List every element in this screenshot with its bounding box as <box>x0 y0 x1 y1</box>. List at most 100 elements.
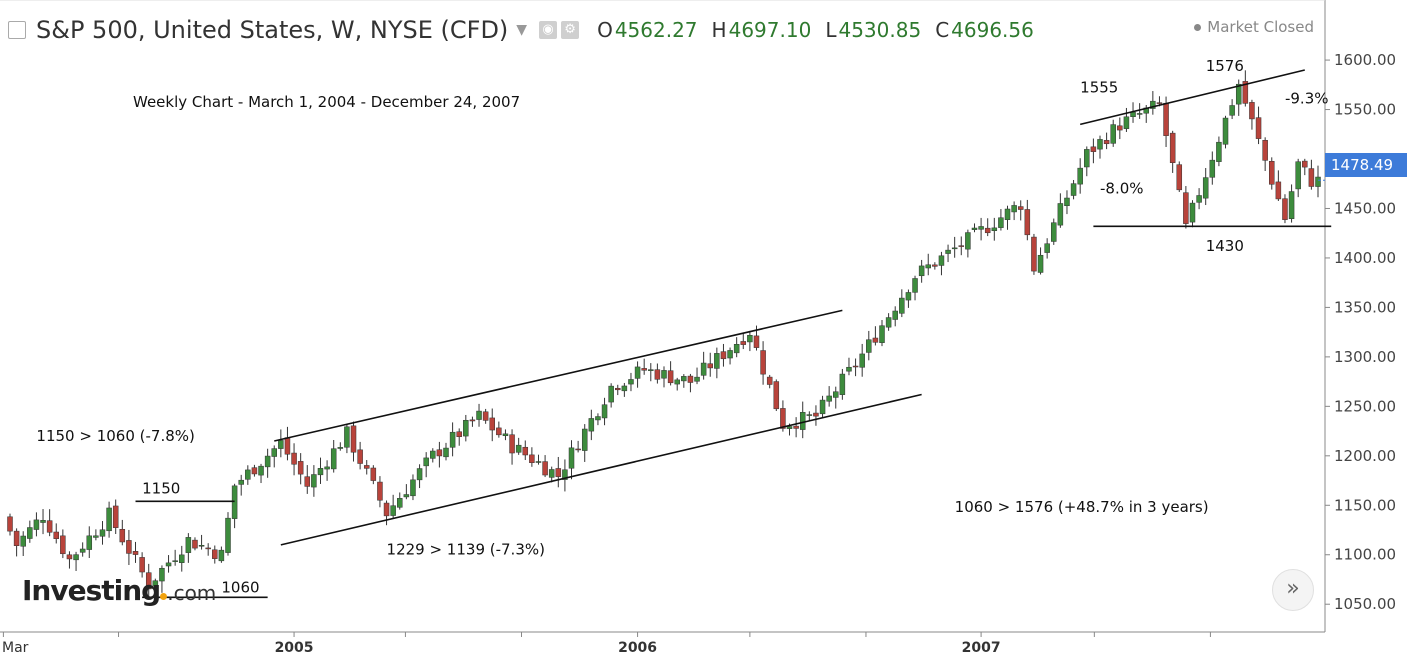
candle-body <box>773 381 780 410</box>
candle-body <box>852 365 859 368</box>
candle-body <box>258 465 264 476</box>
chevron-down-icon[interactable]: ▼ <box>516 22 528 38</box>
candle-body <box>139 557 145 573</box>
candle-body <box>978 226 984 230</box>
candle-body <box>899 297 905 314</box>
candle-body <box>813 412 819 417</box>
candle-body <box>588 418 595 432</box>
candle-body <box>337 447 344 449</box>
scroll-to-latest-button[interactable]: » <box>1272 569 1314 611</box>
candle-body <box>859 353 865 368</box>
candle-body <box>410 479 416 497</box>
candle-body <box>179 554 185 563</box>
candle-body <box>1031 236 1037 272</box>
y-tick-label: 1050.00 <box>1334 595 1396 613</box>
candle-body <box>278 440 284 449</box>
candle-body <box>555 468 562 477</box>
candle-body <box>489 417 495 431</box>
candle-body <box>297 461 304 475</box>
visibility-icon[interactable]: ◉ <box>539 21 558 39</box>
candle-body <box>833 391 839 398</box>
candle-body <box>720 351 727 360</box>
candle-body <box>1136 113 1143 115</box>
candle-body <box>674 379 680 385</box>
candle-body <box>819 399 826 415</box>
candle-body <box>628 379 634 385</box>
candle-body <box>271 448 277 457</box>
candle-body <box>1057 203 1064 226</box>
candle-body <box>1282 198 1288 220</box>
ohlc-high: H 4697.10 <box>711 18 812 42</box>
candle-body <box>397 498 403 508</box>
annotation-label: 1229 > 1139 (-7.3%) <box>387 541 545 559</box>
candle-body <box>317 468 324 476</box>
candle-body <box>1156 102 1163 104</box>
candle-body <box>661 370 667 379</box>
candle-body <box>905 292 912 301</box>
candle-body <box>733 344 740 354</box>
candle-body <box>73 554 79 561</box>
candle-body <box>264 455 271 468</box>
candle-body <box>1090 146 1097 152</box>
candle-body <box>879 325 885 343</box>
candle-body <box>27 527 33 539</box>
trendline <box>1079 69 1305 126</box>
candle-body <box>581 428 588 451</box>
candle-body <box>132 551 139 555</box>
candle-body <box>1275 181 1282 200</box>
candle-body <box>363 465 370 469</box>
y-tick-label: 1100.00 <box>1334 546 1396 564</box>
candle-body <box>793 425 799 429</box>
candle-body <box>826 395 832 402</box>
last-price-tag: 1478.49 <box>1325 153 1407 177</box>
candle-body <box>284 437 291 455</box>
candle-body <box>938 255 945 266</box>
annotation-label: 1430 <box>1206 237 1244 255</box>
candle-body <box>344 426 350 448</box>
candle-body <box>522 446 529 456</box>
candle-body <box>753 335 760 348</box>
candle-body <box>932 264 938 267</box>
candle-body <box>476 410 482 420</box>
candle-body <box>1064 197 1070 207</box>
candle-body <box>806 414 813 416</box>
candle-body <box>172 560 178 562</box>
candle-body <box>251 467 258 475</box>
settings-icon[interactable]: ⚙ <box>561 21 580 39</box>
candle-body <box>548 469 555 478</box>
y-tick-label: 1450.00 <box>1334 199 1396 217</box>
candle-body <box>416 468 423 481</box>
candle-body <box>700 362 707 376</box>
candle-body <box>872 337 879 343</box>
trendline <box>280 393 922 546</box>
annotation-label: 1555 <box>1080 79 1118 97</box>
candle-body <box>568 447 575 469</box>
x-tick-label: 2007 <box>962 640 1001 656</box>
candle-body <box>357 449 363 464</box>
candle-body <box>641 368 647 371</box>
candle-body <box>1229 105 1235 116</box>
candle-body <box>245 469 251 480</box>
candle-body <box>231 485 238 519</box>
candle-body <box>760 350 766 375</box>
candle-body <box>443 447 449 458</box>
candle-body <box>608 385 614 403</box>
candle-body <box>20 535 26 547</box>
candle-body <box>885 317 892 328</box>
candle-body <box>1044 243 1050 253</box>
candle-body <box>1222 117 1229 145</box>
candle-body <box>1209 159 1216 178</box>
candle-body <box>1176 164 1183 191</box>
instrument-title[interactable]: S&P 500, United States, W, NYSE (CFD) <box>36 16 509 44</box>
symbol-checkbox[interactable] <box>8 21 26 39</box>
candle-body <box>165 562 172 567</box>
candle-body <box>152 580 159 587</box>
candle-body <box>66 554 73 560</box>
annotation-label: 1150 <box>142 479 180 497</box>
candle-body <box>1097 139 1103 150</box>
candle-body <box>1288 191 1295 220</box>
candle-body <box>515 444 522 453</box>
candle-body <box>1302 160 1308 168</box>
candle-body <box>1235 83 1242 105</box>
